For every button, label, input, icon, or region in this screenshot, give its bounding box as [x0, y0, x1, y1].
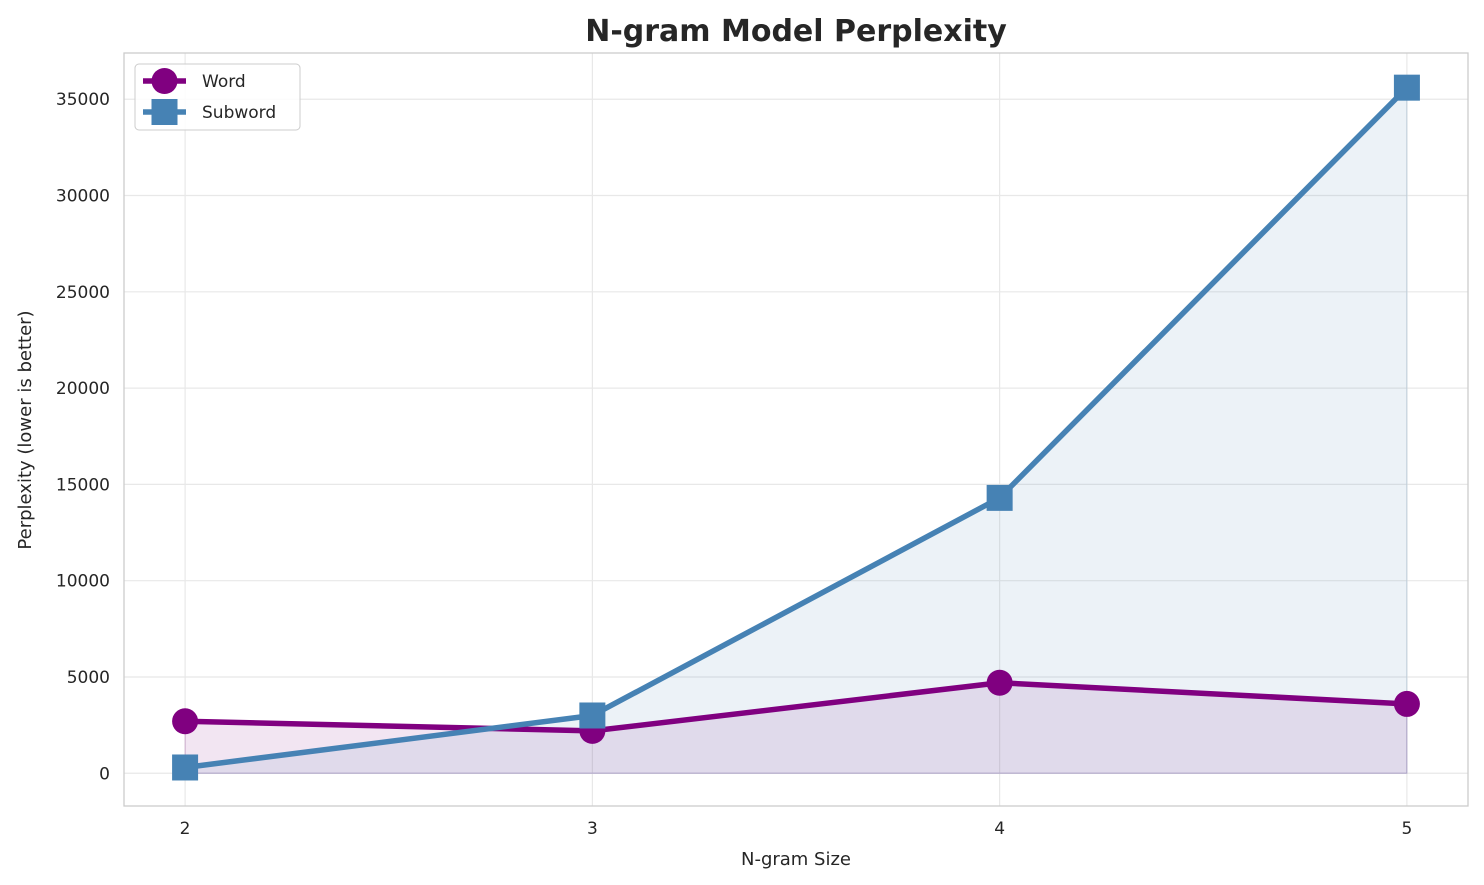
data-point-subword: [579, 702, 606, 729]
legend: Word Subword: [134, 63, 301, 131]
y-tick-label: 30000: [56, 187, 110, 207]
y-tick-label: 5000: [67, 668, 110, 688]
y-tick-label: 20000: [56, 379, 110, 399]
chart-title: N-gram Model Perplexity: [585, 14, 1007, 49]
x-tick-label: 2: [180, 819, 191, 839]
data-point-subword: [172, 754, 199, 781]
data-point-word: [172, 708, 199, 735]
legend-marker-word: [151, 68, 178, 94]
y-axis-label: Perplexity (lower is better): [15, 310, 36, 549]
y-tick-label: 0: [99, 764, 110, 784]
y-tick-label: 15000: [56, 475, 110, 495]
area-fill-subword: [184, 86, 1408, 774]
x-axis-label: N-gram Size: [741, 849, 851, 870]
data-point-word: [986, 669, 1013, 696]
plot-frame: [123, 52, 1469, 807]
x-tick-label: 4: [994, 819, 1005, 839]
data-point-word: [1393, 690, 1420, 717]
data-point-subword: [1393, 74, 1420, 101]
x-tick-label: 3: [587, 819, 598, 839]
series-line-word: [185, 679, 1408, 734]
x-tick-label: 5: [1401, 819, 1412, 839]
series-line-subword: [184, 85, 1409, 771]
legend-label-subword: Subword: [202, 103, 276, 123]
y-tick-label: 25000: [56, 283, 110, 303]
y-tick-label: 10000: [56, 572, 110, 592]
y-tick-label: 35000: [56, 90, 110, 110]
legend-label-word: Word: [202, 72, 246, 92]
legend-marker-subword: [151, 99, 178, 125]
data-point-subword: [986, 484, 1013, 511]
